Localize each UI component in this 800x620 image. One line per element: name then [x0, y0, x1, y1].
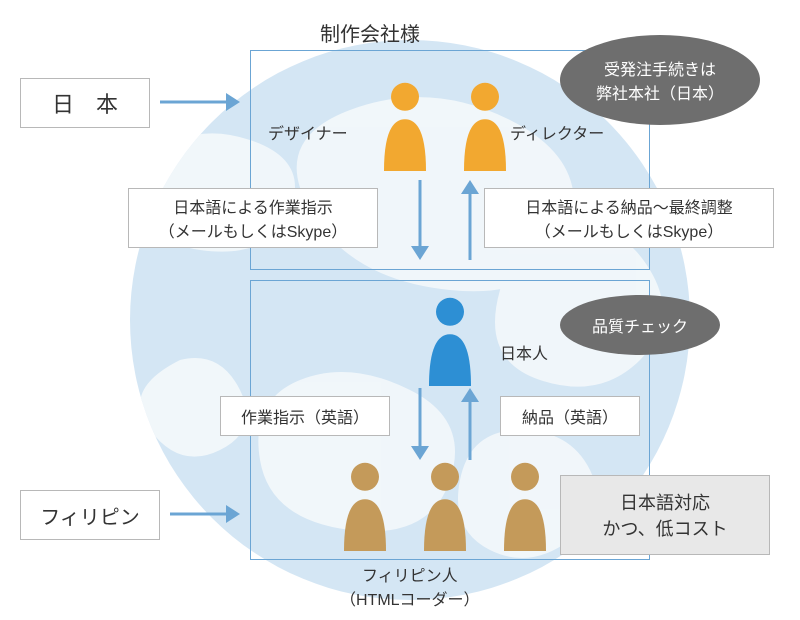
- person-filipino-icon: [330, 460, 400, 551]
- badge-ordering: 受発注手続きは弊社本社（日本）: [560, 35, 760, 125]
- person-filipino-icon: [490, 460, 560, 551]
- box-instruction-jp: 日本語による作業指示（メールもしくはSkype）: [128, 188, 378, 248]
- role-label-filipino: フィリピン人 （HTMLコーダー）: [340, 562, 480, 610]
- badge-quality-check: 品質チェック: [560, 295, 720, 355]
- role-label-director: ディレクター: [510, 120, 604, 144]
- person-filipino-icon: [410, 460, 480, 551]
- summary-panel: 日本語対応かつ、低コスト: [560, 475, 770, 555]
- diagram-title: 制作会社様: [320, 18, 420, 47]
- country-label-japan: 日 本: [52, 87, 118, 119]
- country-label-philippines: フィリピン: [40, 501, 140, 530]
- person-japanese-icon: [415, 295, 485, 386]
- role-label-designer: デザイナー: [268, 120, 348, 144]
- box-delivery-en: 納品（英語）: [500, 396, 640, 436]
- box-delivery-jp: 日本語による納品～最終調整（メールもしくはSkype）: [484, 188, 774, 248]
- person-designer-icon: [370, 80, 440, 171]
- country-box-philippines: フィリピン: [20, 490, 160, 540]
- role-label-japanese: 日本人: [500, 340, 548, 364]
- box-instruction-en: 作業指示（英語）: [220, 396, 390, 436]
- country-box-japan: 日 本: [20, 78, 150, 128]
